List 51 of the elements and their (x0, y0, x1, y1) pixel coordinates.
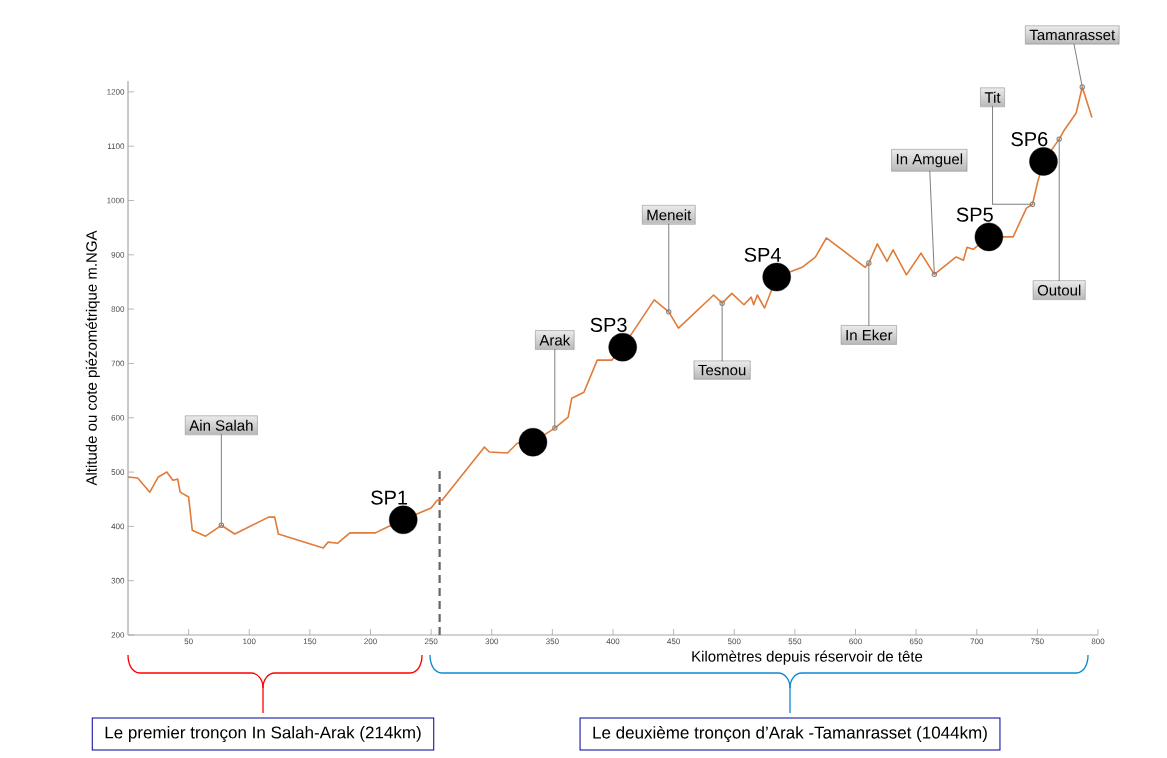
annotation: Outoul (1037, 284, 1081, 296)
point (1029, 147, 1058, 176)
x-tick-label: 200 (364, 638, 377, 645)
y-tick-label: 700 (111, 360, 125, 367)
y-tick-label: 1200 (107, 89, 125, 95)
x-axis-title: Kilomètres depuis réservoir de tête (692, 650, 923, 665)
x-tick-label: 800 (1091, 638, 1105, 645)
x-tick-label: 350 (546, 638, 559, 645)
y-tick-label: 200 (111, 632, 125, 638)
y-tick-label: 600 (111, 414, 125, 421)
y-tick-label: 800 (111, 306, 125, 312)
data-label: SP3 (590, 317, 627, 332)
annotation: In Amguel (896, 153, 963, 168)
y-tick-label: 400 (111, 523, 125, 530)
y-tick-label: 1100 (107, 143, 125, 149)
x-tick-label: 650 (909, 638, 923, 645)
y-axis-title: Altitude ou cote piézométrique m.NGA (85, 230, 100, 486)
data-label: SP5 (956, 207, 993, 222)
x-tick-label: 250 (424, 638, 438, 645)
x-tick-label: 100 (243, 638, 256, 645)
y-tick-label: 500 (111, 469, 125, 475)
x-tick-label: 750 (1031, 638, 1044, 645)
data-label: SP6 (1011, 132, 1048, 147)
x-tick-label: 150 (303, 638, 317, 645)
annotation: Tit (984, 91, 1001, 103)
x-tick-label: 50 (184, 638, 193, 645)
x-tick-label: 450 (667, 638, 680, 645)
y-tick-label: 300 (111, 577, 125, 584)
annotation: Meneit (647, 209, 692, 221)
point (389, 505, 418, 535)
annotation: Arak (539, 334, 571, 346)
point (762, 262, 791, 292)
point (974, 222, 1004, 252)
x-tick-label: 600 (849, 638, 862, 645)
point (518, 427, 548, 457)
annotation: Tamanrasset (1029, 29, 1116, 41)
x-tick-label: 400 (606, 638, 620, 645)
y-tick-label: 1000 (107, 197, 125, 204)
data-label: SP4 (744, 247, 781, 262)
x-tick-label: 700 (970, 638, 984, 645)
annotation: Ain Salah (189, 419, 253, 431)
text: Le premier tronçon In Salah-Arak (214km) (105, 726, 421, 742)
y-tick-label: 900 (111, 251, 125, 258)
x-tick-label: 500 (727, 638, 741, 645)
text: Le deuxième tronçon d’Arak -Tamanrasset (1044km) (593, 725, 987, 743)
point (608, 332, 637, 362)
data-label: SP1 (371, 490, 408, 505)
x-tick-label: 550 (788, 638, 802, 645)
annotation: Tesnou (698, 364, 746, 376)
annotation: In Eker (846, 329, 893, 341)
x-tick-label: 300 (485, 638, 499, 645)
